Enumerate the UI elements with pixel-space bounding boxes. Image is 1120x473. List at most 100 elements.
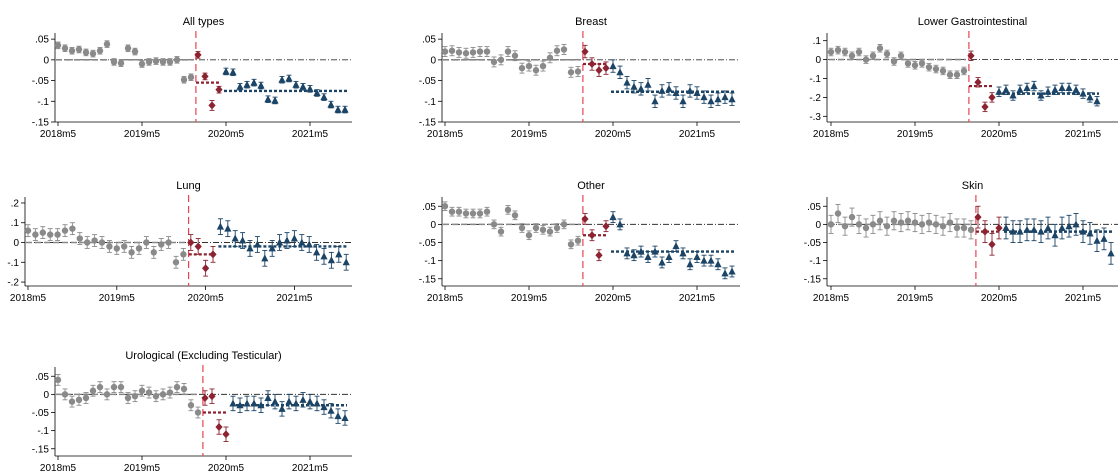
post-period-point xyxy=(616,68,624,76)
pre-period-point xyxy=(897,219,905,226)
pre-period-point xyxy=(841,48,849,56)
y-tick-label: 0 xyxy=(815,220,821,231)
pre-period-point xyxy=(76,235,84,242)
post-period-point xyxy=(1037,227,1045,235)
post-period-point xyxy=(665,84,673,92)
pre-period-point xyxy=(560,46,568,53)
y-tick-label: -.15 xyxy=(804,274,822,285)
pre-period-point xyxy=(75,396,83,404)
post-period-point xyxy=(1016,85,1024,93)
pre-period-point xyxy=(158,241,165,248)
post-period-point xyxy=(728,267,736,275)
pre-period-point xyxy=(848,213,856,221)
y-tick-label: -.05 xyxy=(804,238,822,249)
pre-period-point xyxy=(68,398,76,405)
y-tick-label: .2 xyxy=(11,198,20,209)
post-period-point xyxy=(246,244,254,252)
pre-period-point xyxy=(462,50,470,57)
post-period-point xyxy=(644,80,652,88)
post-period-point xyxy=(630,82,638,90)
pre-period-point xyxy=(110,58,118,66)
pre-period-point xyxy=(173,56,181,64)
y-tick-label: -.1 xyxy=(809,74,821,85)
pre-period-point xyxy=(54,231,61,238)
pre-period-point xyxy=(61,391,69,398)
x-tick-label: 2020m5 xyxy=(595,129,632,140)
pre-period-point xyxy=(84,239,91,246)
covid-period-point xyxy=(581,214,589,223)
post-period-point xyxy=(292,80,300,88)
covid-period-point xyxy=(981,227,989,236)
pre-period-point xyxy=(960,67,968,75)
pre-period-point xyxy=(876,45,884,52)
x-tick-label: 2020m5 xyxy=(208,463,245,473)
post-period-point xyxy=(306,84,314,92)
pre-period-point xyxy=(121,243,128,250)
x-tick-label: 2021m5 xyxy=(679,129,716,140)
chart-panel-5: Other -.15 -.1 -.05 0 .05 2018m5 2019m5 2020m5 20… xyxy=(419,180,740,304)
pre-period-point xyxy=(883,222,891,230)
post-period-point xyxy=(236,401,244,409)
chart-title: Skin xyxy=(962,180,983,192)
post-period-point xyxy=(290,234,298,242)
pre-period-point xyxy=(567,241,575,248)
y-tick-label: -.1 xyxy=(7,258,19,269)
x-tick-label: 2020m5 xyxy=(595,293,632,304)
chart-title: Lower Gastrointestinal xyxy=(918,16,1027,28)
pre-period-point xyxy=(462,210,470,217)
pre-period-point xyxy=(128,249,135,256)
post-period-point xyxy=(335,250,343,258)
pre-period-point xyxy=(89,50,97,57)
post-period-point xyxy=(313,89,321,96)
post-period-point xyxy=(341,413,349,421)
x-tick-label: 2019m5 xyxy=(124,463,161,473)
post-period-point xyxy=(651,97,659,105)
y-tick-label: -.15 xyxy=(419,118,437,129)
post-period-point xyxy=(1044,224,1052,231)
y-tick-label: .1 xyxy=(813,36,822,47)
post-period-point xyxy=(222,67,230,75)
chart-panel-6: Skin -.15 -.1 -.05 0 .05 2018m5 2019m5 2020m5 202… xyxy=(804,180,1118,304)
pre-period-point xyxy=(69,225,76,232)
pre-period-point xyxy=(539,62,547,70)
pre-period-point xyxy=(967,226,975,234)
post-period-point xyxy=(721,269,729,277)
pre-period-point xyxy=(96,383,104,391)
pre-period-point xyxy=(483,208,491,215)
post-period-point xyxy=(700,256,708,264)
pre-period-point xyxy=(103,40,111,48)
post-period-point xyxy=(665,253,673,260)
covid-period-point xyxy=(194,242,202,251)
pre-period-point xyxy=(89,387,97,394)
post-period-point xyxy=(268,244,276,252)
pre-period-point xyxy=(124,45,132,52)
covid-period-point xyxy=(588,231,596,240)
y-tick-label: 0 xyxy=(13,238,19,249)
pre-period-point xyxy=(159,58,167,66)
pre-period-point xyxy=(932,65,940,73)
post-period-point xyxy=(298,238,306,246)
pre-period-point xyxy=(511,52,519,59)
post-period-point xyxy=(271,96,279,104)
y-tick-label: 0 xyxy=(430,220,436,231)
post-period-point xyxy=(229,399,237,407)
pre-period-point xyxy=(560,221,568,228)
y-tick-label: -.15 xyxy=(32,444,50,455)
pre-period-point xyxy=(841,222,849,230)
post-period-point xyxy=(651,247,659,255)
covid-period-point xyxy=(995,224,1003,232)
x-tick-label: 2019m5 xyxy=(99,293,136,304)
x-tick-label: 2018m5 xyxy=(813,129,850,140)
y-tick-label: 0 xyxy=(815,55,821,66)
pre-period-point xyxy=(54,376,62,384)
post-period-point xyxy=(995,87,1003,95)
pre-period-point xyxy=(469,210,477,217)
pre-period-point xyxy=(61,45,69,52)
post-period-point xyxy=(1044,87,1052,95)
post-period-point xyxy=(616,220,624,228)
pre-period-point xyxy=(511,212,519,219)
pre-period-point xyxy=(883,50,891,58)
covid-period-point xyxy=(581,47,589,56)
pre-period-point xyxy=(504,206,512,214)
chart-title: Urological (Excluding Testicular) xyxy=(125,350,281,362)
